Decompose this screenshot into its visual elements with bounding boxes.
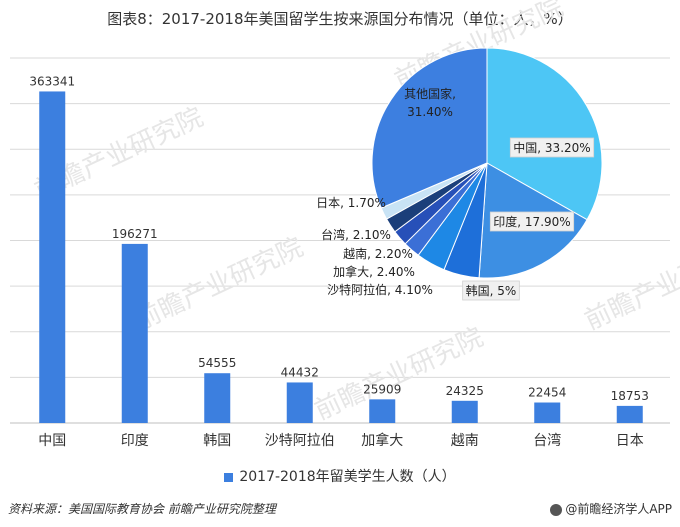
pie-label: 沙特阿拉伯, 4.10% bbox=[327, 282, 433, 297]
bar bbox=[369, 399, 396, 423]
bar bbox=[204, 373, 231, 423]
pie-label-box bbox=[462, 280, 520, 301]
bar-value-label: 18753 bbox=[611, 389, 649, 403]
legend: 2017-2018年留美学生人数（人） bbox=[0, 466, 680, 486]
bar bbox=[616, 405, 643, 423]
pie-label-box bbox=[509, 137, 595, 158]
watermark-text: 前瞻产业研究院 bbox=[130, 232, 308, 336]
pie-label: 越南, 2.20% bbox=[343, 246, 413, 261]
pie-label: 加拿大, 2.40% bbox=[333, 264, 415, 279]
bar bbox=[39, 91, 66, 423]
pie-label: 印度, 17.90% bbox=[493, 214, 570, 229]
category-label: 沙特阿拉伯 bbox=[265, 433, 335, 449]
category-label: 加拿大 bbox=[361, 432, 403, 449]
category-label: 韩国 bbox=[203, 433, 231, 449]
source-note: 资料来源：美国国际教育协会 前瞻产业研究院整理 bbox=[8, 502, 276, 516]
credit: @前瞻经济学人APP bbox=[550, 500, 672, 517]
bar bbox=[286, 382, 313, 423]
bar-value-label: 363341 bbox=[29, 74, 75, 88]
chart-title: 图表8：2017-2018年美国留学生按来源国分布情况（单位：人，%） bbox=[107, 10, 573, 28]
category-label: 印度 bbox=[121, 433, 149, 449]
credit-text: @前瞻经济学人APP bbox=[565, 502, 672, 516]
category-label: 中国 bbox=[38, 433, 66, 449]
pie-slice bbox=[486, 47, 603, 221]
category-label: 越南 bbox=[451, 433, 479, 449]
bar-value-label: 44432 bbox=[281, 365, 319, 379]
watermark-text: 前瞻产业研究院 bbox=[580, 232, 680, 336]
pie-label: 台湾, 2.10% bbox=[321, 227, 391, 242]
bar-value-label: 25909 bbox=[363, 382, 401, 396]
credit-logo-icon bbox=[550, 503, 563, 516]
pie-label: 日本, 1.70% bbox=[316, 196, 386, 210]
pie-slice bbox=[371, 47, 488, 209]
pie-label-box bbox=[489, 211, 575, 232]
bar bbox=[121, 243, 148, 423]
pie-label: 中国, 33.20% bbox=[513, 140, 590, 155]
legend-swatch bbox=[224, 472, 234, 482]
category-label: 台湾 bbox=[533, 432, 561, 449]
pie-label: 韩国, 5% bbox=[466, 283, 517, 298]
bar-value-label: 196271 bbox=[112, 227, 158, 241]
category-label: 日本 bbox=[616, 433, 644, 449]
bar-value-label: 22454 bbox=[528, 386, 566, 400]
bar bbox=[451, 400, 478, 423]
pie-label: 其他国家, 31.40% bbox=[404, 86, 456, 119]
bar-value-label: 24325 bbox=[446, 384, 484, 398]
bar bbox=[534, 402, 561, 423]
pie-chart: 中国, 33.20% 印度, 17.90% 韩国, 5% 沙特阿拉伯, 4.10% 加拿… bbox=[316, 47, 603, 301]
legend-label: 2017-2018年留美学生人数（人） bbox=[239, 469, 456, 485]
bar-series: 363341 中国 196271 印度 54555 韩国 44432 沙特阿拉伯 25909 加拿… bbox=[29, 74, 649, 449]
bar-value-label: 54555 bbox=[198, 356, 236, 370]
